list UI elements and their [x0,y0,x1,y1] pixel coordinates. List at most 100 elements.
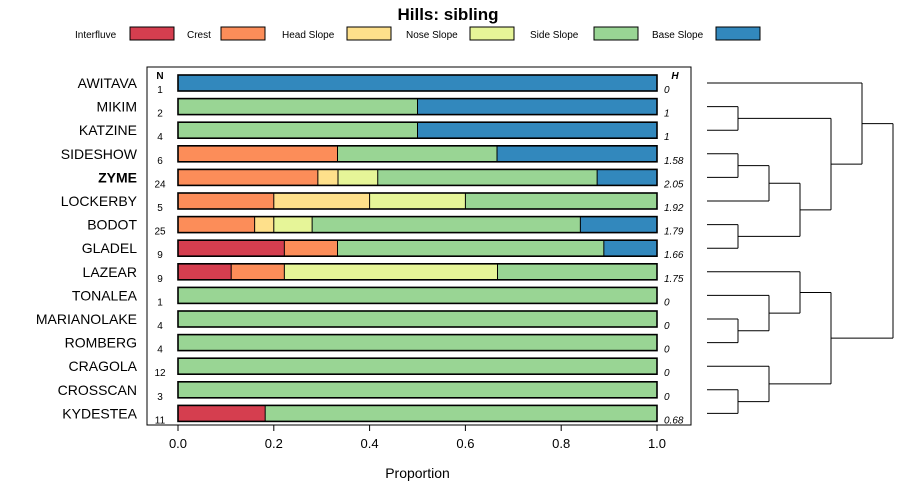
row-label: BODOT [87,217,137,233]
bar-row-crosscan [177,380,658,399]
bar-outline [177,74,658,92]
plot-frame [146,66,692,426]
h-value: 1.79 [664,227,684,238]
legend-item-head-slope: Head Slope [282,26,392,41]
bar-segment-side-slope [497,263,657,280]
bar-row-romberg [177,333,658,352]
bar-segment-side-slope [312,216,581,233]
bar-segment-nose-slope [369,193,466,209]
legend-item-side-slope: Side Slope [530,26,639,41]
legend-label: Interfluve [75,30,117,41]
x-tick-label: 0.4 [361,436,379,451]
h-value: 1 [664,132,670,143]
h-column-header: H [671,71,679,82]
bar-segment-crest [178,169,318,186]
bar-outline [177,310,658,328]
h-value: 1 [664,109,670,120]
h-value: 0 [664,368,670,379]
h-value: 1.75 [664,274,684,285]
h-value: 1.92 [664,203,684,214]
h-value: 0 [664,345,670,356]
row-label: GLADEL [82,240,137,256]
bar-row-kydestea [177,404,658,423]
bar-outline [177,262,658,281]
bar-segment-side-slope [178,358,657,375]
x-tick-label: 0.6 [456,436,474,451]
h-value: 0 [664,392,670,403]
n-value: 4 [157,345,163,356]
legend-item-interfluve: Interfluve [75,26,175,41]
legend-label: Head Slope [282,30,335,41]
bar-segment-nose-slope [284,263,498,280]
bars [177,74,658,423]
n-value: 4 [157,321,163,332]
row-label: KYDESTEA [62,405,137,421]
bar-row-zyme [177,168,658,187]
bar-row-sideshow [177,145,658,163]
n-value: 2 [157,109,163,120]
legend-swatch [220,26,266,41]
n-value: 1 [157,297,163,308]
bar-segment-base-slope [580,216,657,233]
bar-outline [177,357,658,376]
bar-row-mikim [177,97,658,116]
bar-segment-interfluve [178,263,232,280]
bar-outline [177,97,658,116]
row-label: MIKIM [97,99,137,115]
row-label: TONALEA [72,287,138,303]
bar-segment-crest [284,240,338,257]
n-value: 4 [157,132,163,143]
h-value: 2.05 [663,179,684,190]
bar-segment-head-slope [254,216,274,233]
bar-row-katzine [177,121,658,139]
x-axis: 0.0 0.2 0.4 0.6 0.8 1.0 [169,425,666,451]
bar-outline [177,333,658,352]
bar-segment-base-slope [417,122,657,139]
legend: Interfluve Crest Head Slope Nose Slope Side … [75,26,761,41]
row-label: ROMBERG [65,335,137,351]
bar-outline [177,215,658,234]
bar-row-marianolake [177,310,658,328]
h-value: 0.68 [664,415,684,426]
x-axis-label: Proportion [385,465,450,481]
h-values: 0 1 1 1.58 2.05 1.92 1.79 1.66 1.75 0 0 0 0 0 0.68 [663,85,684,426]
x-tick-label: 0.2 [265,436,283,451]
bar-outline [177,192,658,210]
legend-swatch [715,26,761,41]
n-value: 24 [154,179,166,190]
h-value: 1.58 [664,156,684,167]
row-label: ZYME [98,169,137,185]
x-tick-label: 0.0 [169,436,187,451]
bar-row-cragola [177,357,658,376]
legend-swatch [593,26,639,41]
n-value: 5 [157,203,163,214]
row-label: KATZINE [79,122,137,138]
bar-outline [177,404,658,423]
bar-segment-head-slope [273,193,370,209]
bar-segment-side-slope [178,287,657,304]
legend-label: Crest [187,30,211,41]
legend-swatch [469,26,515,41]
n-value: 11 [155,415,166,426]
legend-label: Nose Slope [406,30,458,41]
bar-segment-crest [231,263,285,280]
bar-segment-base-slope [603,240,657,257]
x-tick-label: 1.0 [648,436,666,451]
bar-segment-base-slope [178,75,657,91]
n-value: 6 [157,156,163,167]
bar-outline [177,145,658,163]
bar-segment-crest [178,193,274,209]
bar-segment-side-slope [178,98,418,115]
row-label: SIDESHOW [61,146,138,162]
bar-segment-nose-slope [337,169,378,186]
n-value: 3 [157,392,163,403]
row-label: CROSSCAN [58,382,137,398]
bar-segment-side-slope [178,311,657,327]
bar-row-awitava [177,74,658,92]
row-label: LAZEAR [83,264,137,280]
bar-outline [177,121,658,139]
row-labels: AWITAVA MIKIM KATZINE SIDESHOW ZYME LOCKERBY B… [36,75,138,421]
bar-segment-side-slope [178,381,657,398]
bar-segment-side-slope [337,145,498,162]
